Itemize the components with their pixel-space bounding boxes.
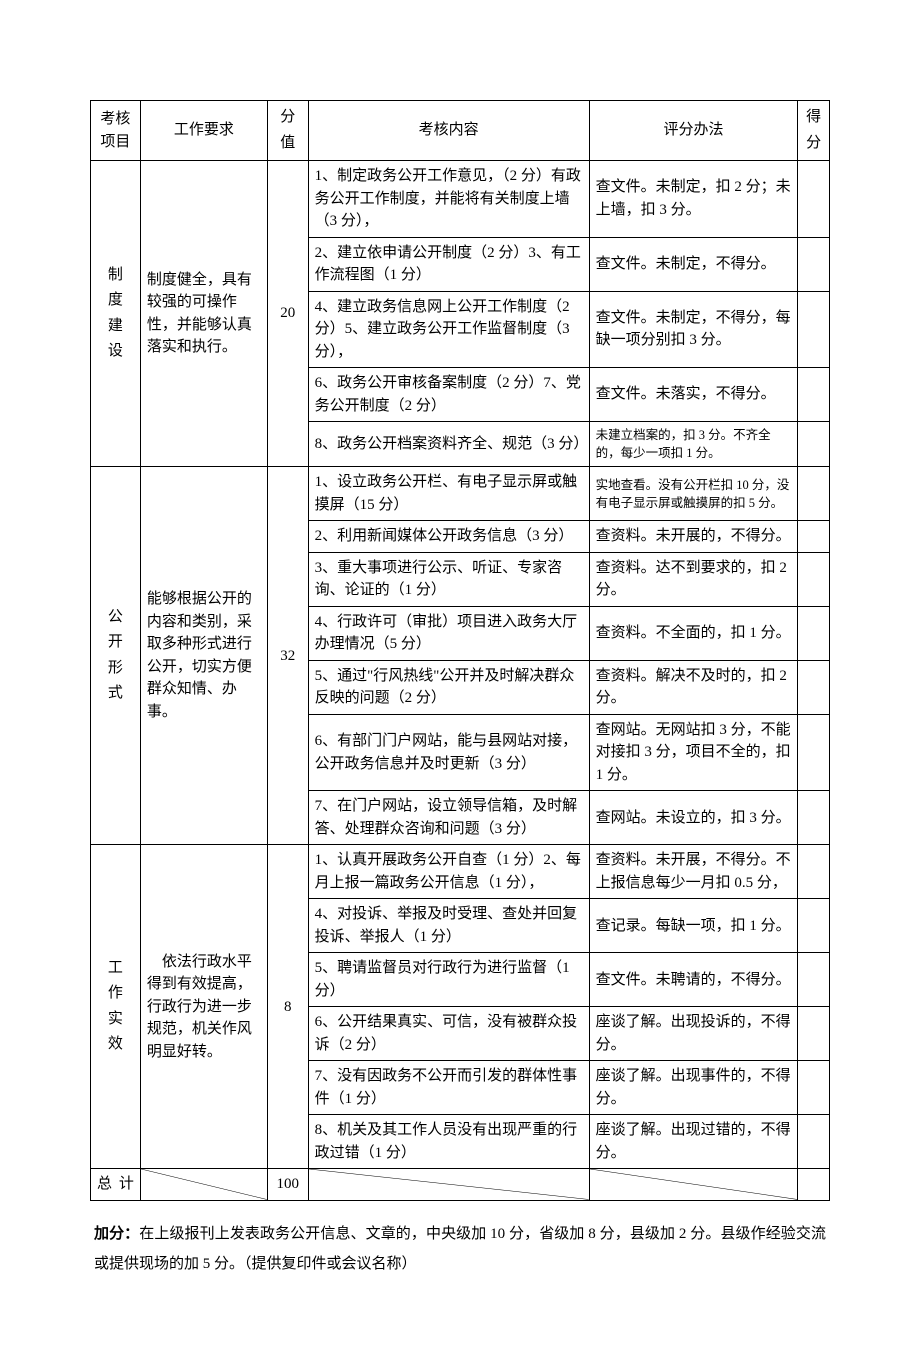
- total-final-cell: [798, 1169, 830, 1201]
- final-score-cell: [798, 237, 830, 291]
- header-score: 分值: [267, 101, 308, 161]
- assessment-table: 考核项目 工作要求 分值 考核内容 评分办法 得分 制度建设制度健全，具有较强的…: [90, 100, 830, 1201]
- content-cell: 6、政务公开审核备案制度（2 分）7、党务公开制度（2 分）: [308, 368, 589, 422]
- score-cell: 20: [267, 161, 308, 467]
- final-score-cell: [798, 953, 830, 1007]
- content-cell: 4、对投诉、举报及时受理、查处并回复投诉、举报人（1 分）: [308, 899, 589, 953]
- total-label: 总计: [91, 1169, 141, 1201]
- method-cell: 查资料。达不到要求的，扣 2 分。: [589, 552, 798, 606]
- method-cell: 查资料。未开展的，不得分。: [589, 521, 798, 553]
- method-cell: 座谈了解。出现投诉的，不得分。: [589, 1007, 798, 1061]
- final-score-cell: [798, 422, 830, 467]
- table-row: 公开形式能够根据公开的内容和类别，采取多种形式进行公开，切实方便群众知情、办事。…: [91, 467, 830, 521]
- diagonal-cell: [589, 1169, 798, 1201]
- score-cell: 8: [267, 845, 308, 1169]
- total-score: 100: [267, 1169, 308, 1201]
- content-cell: 7、在门户网站，设立领导信箱，及时解答、处理群众咨询和问题（3 分）: [308, 791, 589, 845]
- diagonal-cell: [308, 1169, 589, 1201]
- total-row: 总计 100: [91, 1169, 830, 1201]
- final-score-cell: [798, 521, 830, 553]
- footer-note: 加分：在上级报刊上发表政务公开信息、文章的，中央级加 10 分，省级加 8 分，…: [90, 1219, 830, 1279]
- method-cell: 查资料。解决不及时的，扣 2 分。: [589, 660, 798, 714]
- final-score-cell: [798, 552, 830, 606]
- content-cell: 5、聘请监督员对行政行为进行监督（1 分）: [308, 953, 589, 1007]
- method-cell: 查网站。未设立的，扣 3 分。: [589, 791, 798, 845]
- requirement-cell: 依法行政水平得到有效提高，行政行为进一步规范，机关作风明显好转。: [140, 845, 267, 1169]
- content-cell: 6、有部门门户网站，能与县网站对接，公开政务信息并及时更新（3 分）: [308, 714, 589, 791]
- table-header-row: 考核项目 工作要求 分值 考核内容 评分办法 得分: [91, 101, 830, 161]
- content-cell: 6、公开结果真实、可信，没有被群众投诉（2 分）: [308, 1007, 589, 1061]
- content-cell: 2、利用新闻媒体公开政务信息（3 分）: [308, 521, 589, 553]
- final-score-cell: [798, 291, 830, 368]
- method-cell: 座谈了解。出现过错的，不得分。: [589, 1115, 798, 1169]
- footer-bold-label: 加分：: [94, 1226, 139, 1242]
- content-cell: 3、重大事项进行公示、听证、专家咨询、论证的（1 分）: [308, 552, 589, 606]
- method-cell: 查资料。不全面的，扣 1 分。: [589, 606, 798, 660]
- project-cell: 公开形式: [91, 467, 141, 845]
- method-cell: 查文件。未落实，不得分。: [589, 368, 798, 422]
- method-cell: 未建立档案的，扣 3 分。不齐全的，每少一项扣 1 分。: [589, 422, 798, 467]
- header-project: 考核项目: [91, 101, 141, 161]
- content-cell: 1、设立政务公开栏、有电子显示屏或触摸屏（15 分）: [308, 467, 589, 521]
- method-cell: 查文件。未制定，不得分，每缺一项分别扣 3 分。: [589, 291, 798, 368]
- final-score-cell: [798, 714, 830, 791]
- final-score-cell: [798, 791, 830, 845]
- method-cell: 实地查看。没有公开栏扣 10 分，没有电子显示屏或触摸屏的扣 5 分。: [589, 467, 798, 521]
- content-cell: 2、建立依申请公开制度（2 分）3、有工作流程图（1 分）: [308, 237, 589, 291]
- header-content: 考核内容: [308, 101, 589, 161]
- header-requirement: 工作要求: [140, 101, 267, 161]
- final-score-cell: [798, 467, 830, 521]
- final-score-cell: [798, 1115, 830, 1169]
- final-score-cell: [798, 368, 830, 422]
- method-cell: 查资料。未开展，不得分。不上报信息每少一月扣 0.5 分，: [589, 845, 798, 899]
- footer-text: 在上级报刊上发表政务公开信息、文章的，中央级加 10 分，省级加 8 分，县级加…: [94, 1226, 826, 1272]
- final-score-cell: [798, 1061, 830, 1115]
- method-cell: 查文件。未制定，不得分。: [589, 237, 798, 291]
- header-final: 得分: [798, 101, 830, 161]
- project-cell: 制度建设: [91, 161, 141, 467]
- final-score-cell: [798, 606, 830, 660]
- content-cell: 1、制定政务公开工作意见，（2 分）有政务公开工作制度，并能将有关制度上墙（3 …: [308, 161, 589, 238]
- project-cell: 工作实效: [91, 845, 141, 1169]
- content-cell: 1、认真开展政务公开自查（1 分）2、每月上报一篇政务公开信息（1 分），: [308, 845, 589, 899]
- score-cell: 32: [267, 467, 308, 845]
- table-row: 制度建设制度健全，具有较强的可操作性，并能够认真落实和执行。201、制定政务公开…: [91, 161, 830, 238]
- content-cell: 8、政务公开档案资料齐全、规范（3 分）: [308, 422, 589, 467]
- content-cell: 4、行政许可（审批）项目进入政务大厅办理情况（5 分）: [308, 606, 589, 660]
- final-score-cell: [798, 1007, 830, 1061]
- final-score-cell: [798, 161, 830, 238]
- final-score-cell: [798, 845, 830, 899]
- content-cell: 4、建立政务信息网上公开工作制度（2 分）5、建立政务公开工作监督制度（3 分）…: [308, 291, 589, 368]
- method-cell: 查文件。未聘请的，不得分。: [589, 953, 798, 1007]
- content-cell: 5、通过"行风热线"公开并及时解决群众反映的问题（2 分）: [308, 660, 589, 714]
- content-cell: 8、机关及其工作人员没有出现严重的行政过错（1 分）: [308, 1115, 589, 1169]
- header-method: 评分办法: [589, 101, 798, 161]
- method-cell: 查记录。每缺一项，扣 1 分。: [589, 899, 798, 953]
- content-cell: 7、没有因政务不公开而引发的群体性事件（1 分）: [308, 1061, 589, 1115]
- method-cell: 查文件。未制定，扣 2 分；未上墙，扣 3 分。: [589, 161, 798, 238]
- final-score-cell: [798, 899, 830, 953]
- final-score-cell: [798, 660, 830, 714]
- requirement-cell: 能够根据公开的内容和类别，采取多种形式进行公开，切实方便群众知情、办事。: [140, 467, 267, 845]
- method-cell: 座谈了解。出现事件的，不得分。: [589, 1061, 798, 1115]
- diagonal-cell: [140, 1169, 267, 1201]
- table-row: 工作实效 依法行政水平得到有效提高，行政行为进一步规范，机关作风明显好转。81、…: [91, 845, 830, 899]
- requirement-cell: 制度健全，具有较强的可操作性，并能够认真落实和执行。: [140, 161, 267, 467]
- method-cell: 查网站。无网站扣 3 分，不能对接扣 3 分，项目不全的，扣 1 分。: [589, 714, 798, 791]
